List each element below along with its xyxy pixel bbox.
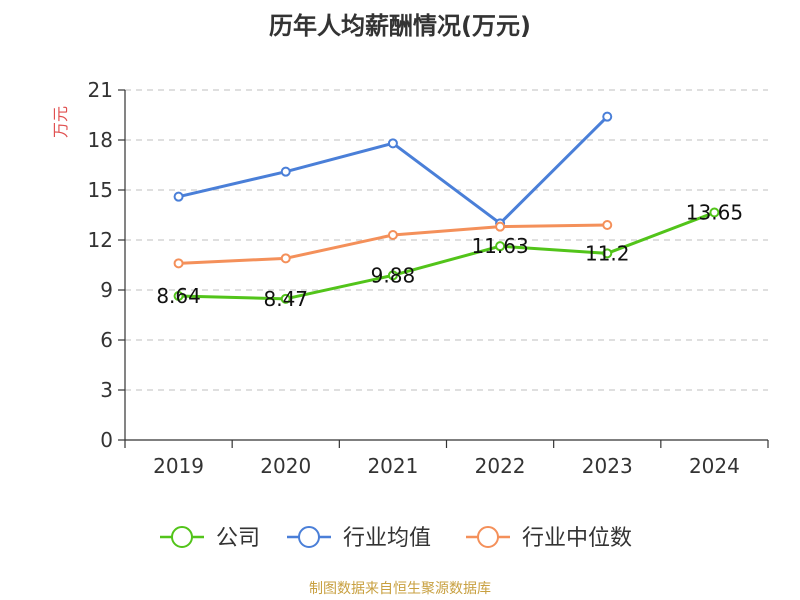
data-point [173,191,184,202]
source-note: 制图数据来自恒生聚源数据库 [309,581,491,597]
legend-item: 行业中位数 [466,526,632,551]
data-point [495,241,506,252]
data-point [495,221,506,232]
data-point [280,166,291,177]
legend-marker [298,526,320,548]
y-tick-label: 12 [88,228,113,252]
series-line [178,115,609,225]
grid-lines [125,89,768,391]
legend-marker [171,526,193,548]
legend-item: 公司 [160,526,260,551]
data-label: 8.47 [263,287,308,311]
y-tick-label: 15 [88,178,113,202]
legend-label: 公司 [216,526,260,551]
x-tick-label: 2024 [689,454,740,478]
data-label: 9.88 [371,263,416,287]
legend-item: 行业均值 [287,526,431,551]
data-point [280,293,291,304]
data-point [602,220,613,230]
data-labels: 8.64 8.47 9.88 11.63 11.2 13.65 [156,201,743,311]
data-point [387,230,398,240]
y-axis-label: 万元 [51,106,70,138]
y-tick-label: 6 [100,328,113,352]
data-label: 11.63 [471,234,528,258]
x-tick-label: 2019 [153,454,204,478]
series-lines [173,111,720,304]
x-tick-label: 2022 [475,454,526,478]
data-point [387,138,398,149]
data-point [602,111,613,122]
chart-title: 历年人均薪酬情况(万元) [269,12,531,40]
data-point [602,248,613,259]
data-label: 8.64 [156,284,201,308]
legend-marker [477,526,499,548]
data-label: 13.65 [686,201,743,225]
data-point [173,258,184,269]
y-tick-label: 18 [88,128,113,152]
data-point [280,253,291,264]
x-tick-label: 2020 [260,454,311,478]
series-line [178,211,715,301]
y-tick-label: 21 [88,78,113,102]
data-point [173,291,184,301]
y-tick-label: 9 [100,278,113,302]
data-point [709,207,720,218]
x-tick-label: 2021 [367,454,418,478]
legend-label: 行业中位数 [522,526,632,551]
axes: 0 3 6 9 12 15 18 21 2019 2020 2021 2022 2023 2024 [88,78,769,478]
y-tick-label: 0 [100,428,113,452]
legend: 公司 行业均值 行业中位数 [160,526,632,551]
x-tick-label: 2023 [582,454,633,478]
data-label: 11.2 [585,241,630,265]
data-point [387,270,398,281]
y-tick-label: 3 [100,378,113,402]
legend-label: 行业均值 [343,526,431,551]
